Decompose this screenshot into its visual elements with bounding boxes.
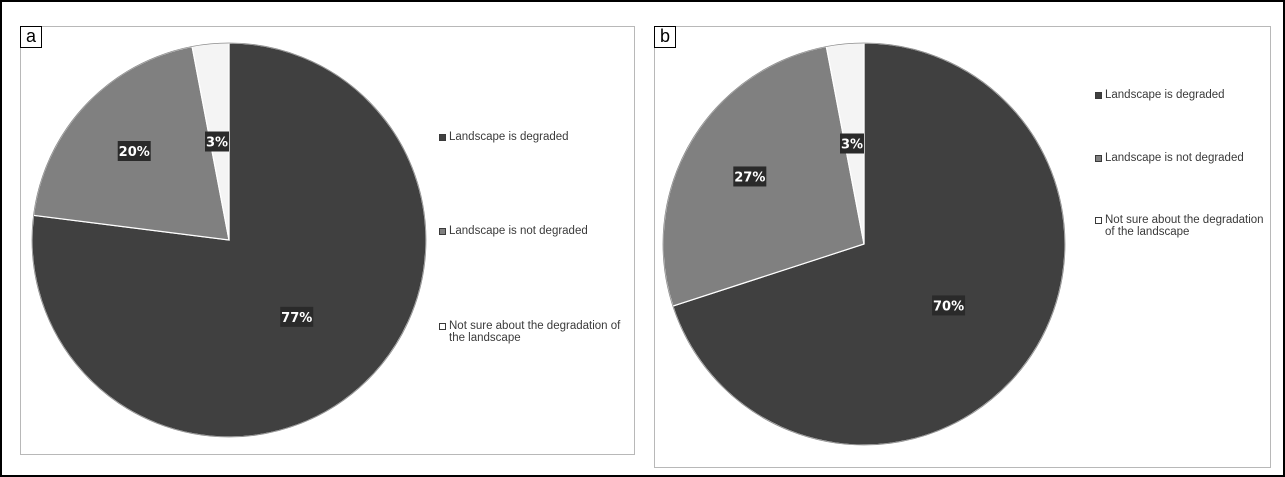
data-label-box <box>117 140 151 161</box>
chart-panel-b: b 70% 27% 3% Landscape is degraded Landsca… <box>654 26 1271 468</box>
legend-label-not-sure: Not sure about the degradation of the la… <box>449 320 621 344</box>
legend-swatch-degraded <box>1095 92 1102 99</box>
data-label-text: 27% <box>734 170 765 185</box>
legend-item-not-degraded: Landscape is not degraded <box>439 225 629 237</box>
data-label-not-degraded: 20% <box>117 140 151 161</box>
panel-letter-a: a <box>20 26 42 48</box>
data-label-box <box>733 166 767 187</box>
legend-swatch-not-degraded <box>1095 155 1102 162</box>
pie-chart-a: 77% 20% 3% <box>31 42 427 438</box>
legend-swatch-not-sure <box>439 323 446 330</box>
legend-item-not-sure: Not sure about the degradation of the la… <box>1095 214 1267 238</box>
data-label-text: 77% <box>281 311 312 326</box>
data-label-box <box>280 306 314 327</box>
legend-label-not-sure: Not sure about the degradation of the la… <box>1105 214 1264 238</box>
data-label-degraded: 70% <box>932 295 966 316</box>
data-label-not-degraded: 27% <box>733 166 767 187</box>
legend-item-not-sure: Not sure about the degradation of the la… <box>439 320 627 344</box>
legend-swatch-not-degraded <box>439 228 446 235</box>
data-label-text: 70% <box>933 299 964 314</box>
legend-b: Landscape is degraded Landscape is not d… <box>1095 89 1267 289</box>
data-label-text: 20% <box>119 145 150 160</box>
legend-label-degraded: Landscape is degraded <box>449 131 569 143</box>
legend-a: Landscape is degraded Landscape is not d… <box>439 131 629 351</box>
legend-item-not-degraded: Landscape is not degraded <box>1095 152 1267 164</box>
data-label-box <box>932 295 966 316</box>
pie-outline <box>662 42 1066 446</box>
legend-swatch-degraded <box>439 134 446 141</box>
legend-swatch-not-sure <box>1095 217 1102 224</box>
legend-item-degraded: Landscape is degraded <box>439 131 629 143</box>
panel-letter-b: b <box>654 26 676 48</box>
data-label-not-sure: 3% <box>840 133 864 154</box>
legend-label-not-degraded: Landscape is not degraded <box>449 225 588 237</box>
chart-panel-a: a 77% 20% 3% Landscape is degraded Landsca… <box>20 26 635 455</box>
data-label-text: 3% <box>841 138 863 153</box>
legend-item-degraded: Landscape is degraded <box>1095 89 1267 101</box>
legend-label-not-degraded: Landscape is not degraded <box>1105 152 1244 164</box>
legend-label-degraded: Landscape is degraded <box>1105 89 1225 101</box>
data-label-text: 3% <box>206 136 228 151</box>
pie-chart-b: 70% 27% 3% <box>662 42 1066 446</box>
data-label-box <box>205 131 229 152</box>
data-label-degraded: 77% <box>280 306 314 327</box>
data-label-not-sure: 3% <box>205 131 229 152</box>
pie-outline <box>31 42 427 438</box>
data-label-box <box>840 133 864 154</box>
